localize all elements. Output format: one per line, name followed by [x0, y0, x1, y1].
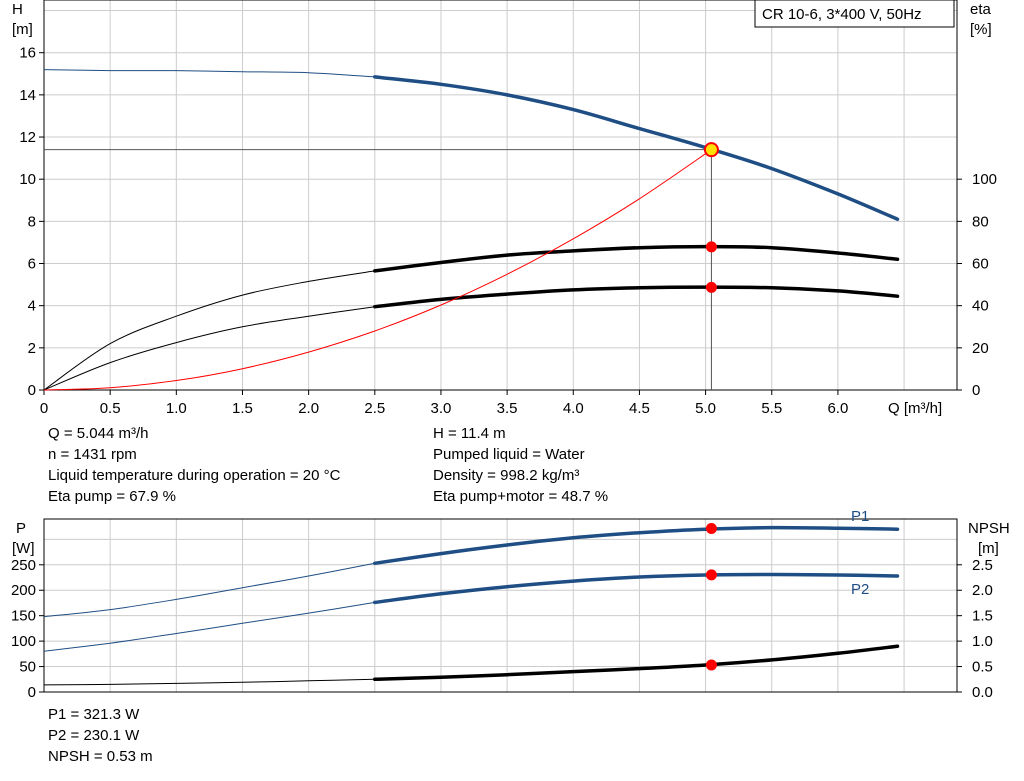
head-efficiency-chart: 0 2 4 6 8 10 12 14 16 0 20 40 60 80 100 H [m] eta [%] 0 0.5 1…: [12, 0, 997, 417]
x-tick-label: 6.0: [827, 400, 848, 417]
eta-pump-motor-curve: [373, 285, 900, 309]
npsh-curve-extension: [43, 678, 375, 686]
y-tick-label-right: 0.5: [972, 659, 993, 676]
x-tick-label: 5.5: [761, 400, 782, 417]
y-tick-label-left: 100: [11, 633, 36, 650]
x-tick-label: 1.5: [232, 400, 253, 417]
x-tick-label: 2.0: [298, 400, 319, 417]
y-tick-label-left: 10: [19, 171, 36, 188]
y-tick-label-left: 150: [11, 608, 36, 625]
y-tick-label-right: 0.0: [972, 684, 993, 701]
pumped-liquid-value: Pumped liquid = Water: [433, 446, 585, 463]
p1-curve: [373, 525, 900, 566]
power-info: P1 = 321.3 W P2 = 230.1 W NPSH = 0.53 m: [48, 704, 153, 767]
head-value: H = 11.4 m: [433, 425, 506, 442]
eta-pump-value: Eta pump = 67.9 %: [48, 488, 176, 505]
x-axis-label: Q [m³/h]: [888, 400, 942, 417]
x-tick-label: 3.0: [431, 400, 452, 417]
chart-title-box: CR 10-6, 3*400 V, 50Hz: [754, 0, 955, 28]
p1-curve-extension: [43, 562, 375, 618]
info-right-column: H = 11.4 m Pumped liquid = Water Density…: [433, 423, 608, 507]
p1-value: P1 = 321.3 W: [48, 706, 140, 723]
y-tick-label-right: 20: [972, 340, 989, 357]
y-tick-label-left: 0: [28, 382, 36, 399]
eta-pump-curve: [373, 244, 900, 273]
chart-title: CR 10-6, 3*400 V, 50Hz: [762, 6, 922, 23]
h-curve-duty-marker: [703, 142, 719, 158]
liquid-temperature-value: Liquid temperature during operation = 20…: [48, 467, 341, 484]
y-tick-label-right: 2.5: [972, 557, 993, 574]
h-curve: [373, 75, 900, 221]
x-tick-label: 4.5: [629, 400, 650, 417]
y-tick-label-left: 12: [19, 129, 36, 146]
system-curve: [43, 149, 712, 391]
y-tick-label-right: 1.5: [972, 608, 993, 625]
series-label-p2: P2: [851, 581, 869, 598]
y-axis-label-left: H: [12, 1, 23, 18]
y-axis-unit-left: [W]: [12, 540, 35, 557]
y-tick-label-right: 80: [972, 213, 989, 230]
p1-curve-duty-marker: [705, 523, 717, 535]
y-tick-label-left: 16: [19, 45, 36, 62]
y-tick-label-left: 250: [11, 557, 36, 574]
y-tick-label-right: 1.0: [972, 633, 993, 650]
y-tick-label-left: 4: [28, 298, 36, 315]
info-left-column: Q = 5.044 m³/h n = 1431 rpm Liquid tempe…: [48, 423, 340, 507]
y-tick-label-right: 100: [972, 171, 997, 188]
y-tick-label-left: 8: [28, 213, 36, 230]
npsh-value: NPSH = 0.53 m: [48, 748, 153, 765]
y-tick-label-right: 40: [972, 298, 989, 315]
p2-curve: [373, 572, 900, 605]
density-value: Density = 998.2 kg/m³: [433, 467, 580, 484]
x-tick-label: 4.0: [563, 400, 584, 417]
y-tick-label-left: 6: [28, 256, 36, 273]
h-curve-extension: [43, 69, 375, 78]
y-tick-label-left: 0: [28, 684, 36, 701]
y-tick-label-left: 200: [11, 582, 36, 599]
power-npsh-chart: 0 50 100 150 200 250 0.0 0.5 1.0 1.5 2.0 2.5 P [W] NPS…: [11, 508, 1010, 701]
x-tick-label: 3.5: [497, 400, 518, 417]
plot-frame: [43, 0, 958, 391]
eta-pump-motor-value: Eta pump+motor = 48.7 %: [433, 488, 609, 505]
y-tick-label-left: 2: [28, 340, 36, 357]
x-tick-label: 0: [40, 400, 48, 417]
npsh-curve-duty-marker: [705, 659, 717, 671]
x-tick-label: 1.0: [166, 400, 187, 417]
title-frame: [754, 0, 955, 28]
p2-curve-extension: [43, 601, 375, 652]
y-tick-label-left: 50: [19, 659, 36, 676]
y-tick-label-right: 0: [972, 382, 980, 399]
series-label-p1: P1: [851, 508, 869, 525]
x-tick-label: 0.5: [100, 400, 121, 417]
x-tick-label: 2.5: [364, 400, 385, 417]
y-axis-unit-right: [m]: [978, 540, 999, 557]
p2-value: P2 = 230.1 W: [48, 727, 140, 744]
y-tick-label-right: 2.0: [972, 582, 993, 599]
speed-value: n = 1431 rpm: [48, 446, 137, 463]
y-tick-label-right: 60: [972, 256, 989, 273]
y-axis-label-right: eta: [970, 1, 992, 18]
x-tick-label: 5.0: [695, 400, 716, 417]
flow-value: Q = 5.044 m³/h: [48, 425, 149, 442]
eta-pump-motor-curve-extension: [43, 306, 375, 391]
y-axis-label-right: NPSH: [968, 520, 1010, 537]
y-tick-label-left: 14: [19, 87, 36, 104]
y-axis-label-left: P: [16, 520, 26, 537]
eta-pump-curve-extension: [43, 270, 375, 391]
p2-curve-duty-marker: [705, 569, 717, 581]
y-axis-unit-right: [%]: [970, 21, 992, 38]
plot-frame: [43, 518, 958, 693]
npsh-curve: [373, 644, 900, 682]
y-axis-unit-left: [m]: [12, 21, 33, 38]
eta-pump-curve-duty-marker: [705, 241, 717, 253]
eta-pump-motor-curve-duty-marker: [705, 281, 717, 293]
